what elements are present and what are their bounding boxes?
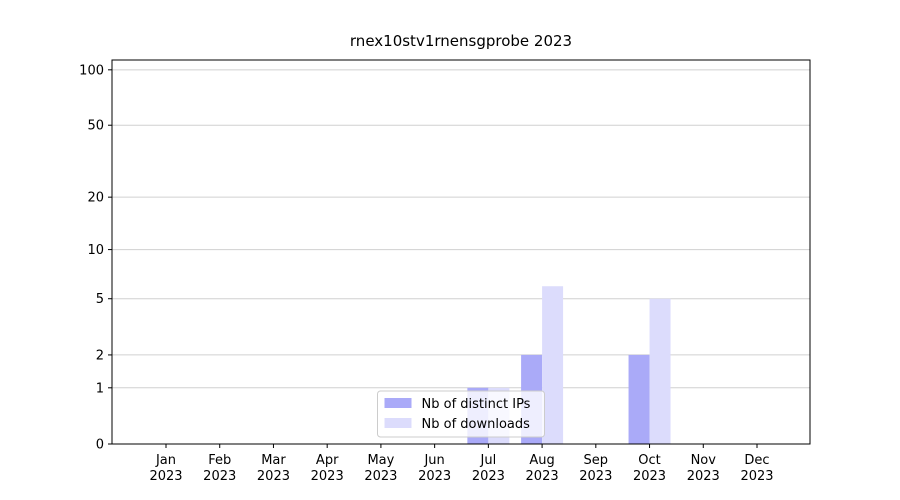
legend-label: Nb of distinct IPs xyxy=(422,397,531,412)
x-tick-label: Apr 2023 xyxy=(310,453,344,484)
legend-swatch xyxy=(384,398,412,408)
x-tick-label: Jul 2023 xyxy=(471,453,505,484)
y-tick-label: 5 xyxy=(96,292,104,307)
y-tick-label: 50 xyxy=(87,119,104,134)
y-tick-label: 2 xyxy=(96,348,104,363)
x-tick-label: Nov 2023 xyxy=(686,453,720,484)
bar xyxy=(628,354,650,444)
y-tick-label: 0 xyxy=(96,438,104,453)
legend-box xyxy=(377,390,545,438)
legend-label: Nb of downloads xyxy=(422,417,531,432)
bar xyxy=(542,286,564,444)
x-tick-label: Feb 2023 xyxy=(203,453,237,484)
y-tick-label: 10 xyxy=(87,243,104,258)
bar xyxy=(649,298,671,444)
x-tick-label: Oct 2023 xyxy=(632,453,667,484)
x-tick-label: Aug 2023 xyxy=(525,453,559,484)
y-tick-label: 20 xyxy=(87,191,104,206)
chart-title: rnex10stv1rnensgprobe 2023 xyxy=(350,32,572,50)
legend: Nb of distinct IPs Nb of downloads xyxy=(377,390,545,438)
x-tick-label: Sep 2023 xyxy=(579,453,613,484)
x-tick-label: Jun 2023 xyxy=(418,453,452,484)
x-tick-label: Dec 2023 xyxy=(740,453,774,484)
y-tick-label: 100 xyxy=(79,63,104,78)
plot-frame xyxy=(111,59,811,445)
x-tick-label: May 2023 xyxy=(364,453,398,484)
x-tick-label: Jan 2023 xyxy=(149,453,183,484)
x-tick-label: Mar 2023 xyxy=(256,453,290,484)
y-tick-label: 1 xyxy=(96,381,104,396)
legend-swatch xyxy=(384,418,412,428)
